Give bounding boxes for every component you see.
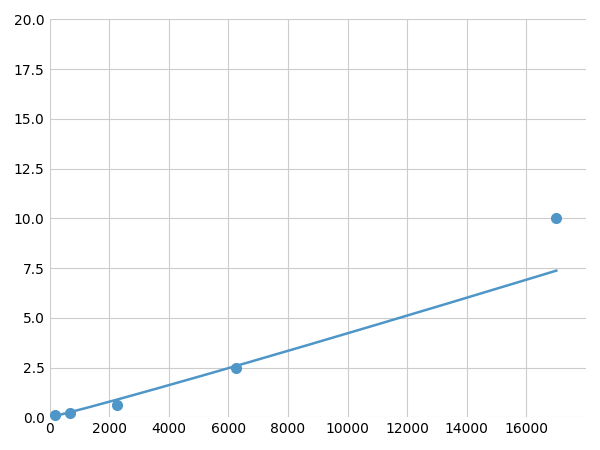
Point — [50, 412, 60, 419]
Point — [231, 364, 241, 371]
Point — [112, 402, 121, 409]
Point — [65, 410, 75, 417]
Point — [551, 215, 561, 222]
